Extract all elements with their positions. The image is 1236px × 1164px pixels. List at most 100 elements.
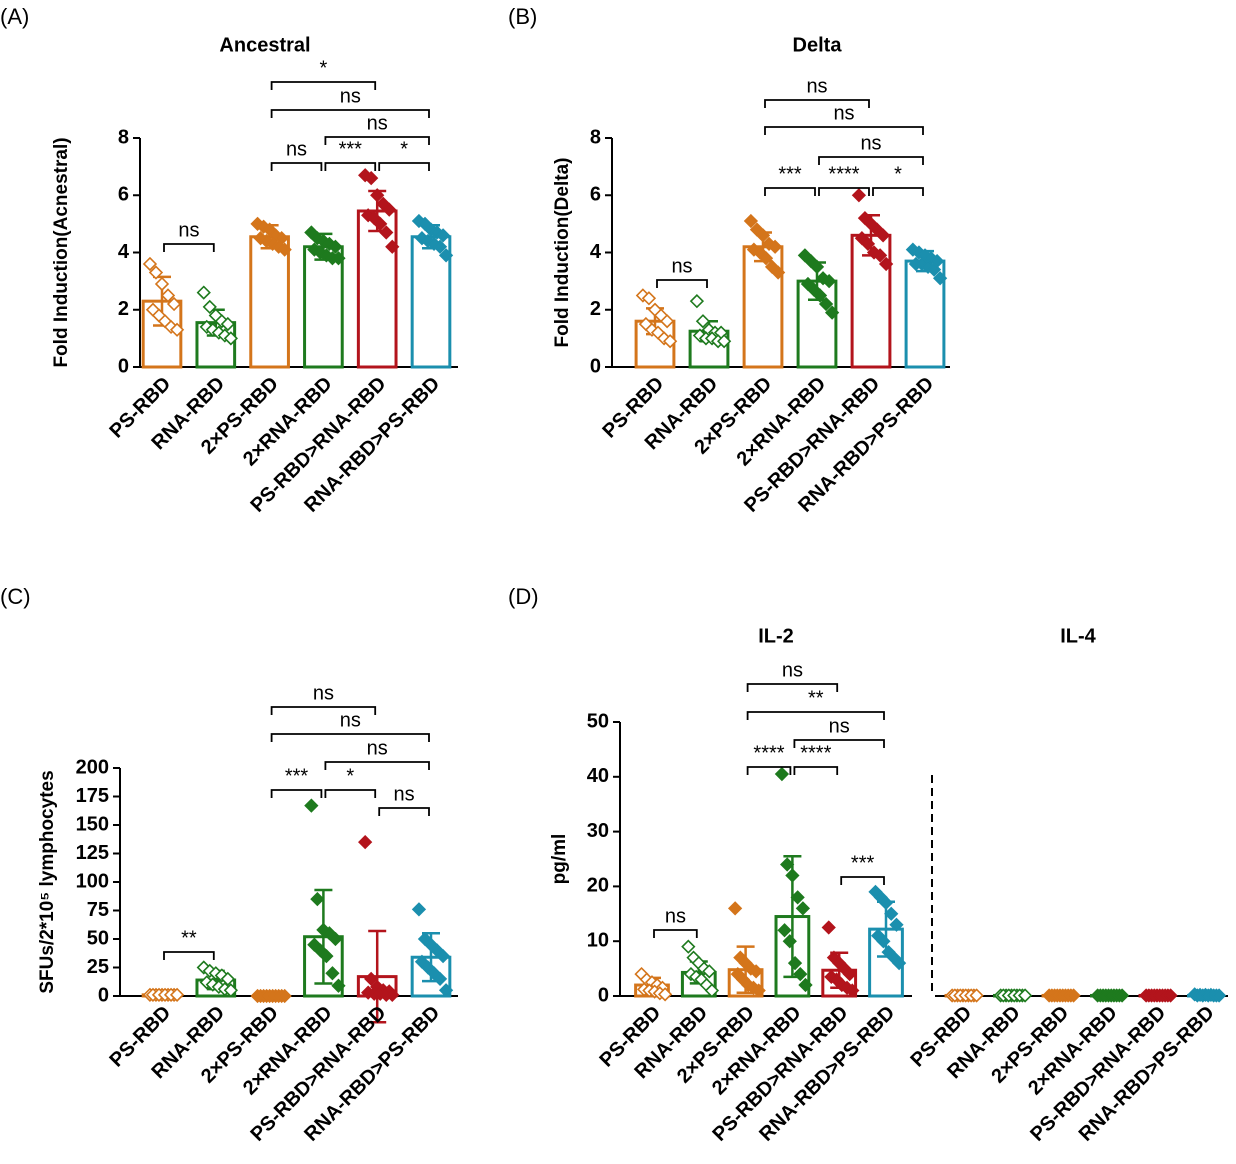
data-point [821,920,836,935]
data-point [821,273,837,289]
data-point [142,256,158,272]
data-point [202,299,217,315]
data-point [790,890,805,905]
data-point [196,285,211,300]
y-tick-label: 50 [87,927,109,949]
significance-bracket [656,279,708,288]
data-point [438,248,454,263]
y-tick-label: 200 [76,756,109,778]
significance-label: * [346,765,354,787]
panel-label: (C) [0,584,31,609]
significance-bracket [764,126,924,135]
significance-bracket [746,711,885,720]
data-point [379,225,394,240]
data-point [166,296,182,312]
significance-label: ** [808,687,824,709]
data-point [304,798,319,813]
y-tick-label: 6 [590,184,601,206]
panel-label: (A) [0,4,29,29]
significance-bracket [818,156,924,165]
significance-bracket [746,766,792,775]
data-point [780,857,795,872]
y-tick-label: 20 [587,875,609,897]
data-point [1114,988,1130,1003]
y-tick-label: 6 [118,184,129,206]
data-point [891,955,907,971]
data-point [370,188,385,203]
significance-bracket [270,81,377,90]
significance-label: ** [181,927,197,949]
significance-label: *** [778,163,802,185]
y-tick-label: 30 [587,820,609,842]
significance-label: ns [367,112,388,134]
significance-bracket [163,243,215,252]
data-point [169,322,185,337]
y-tick-label: 125 [76,842,109,864]
data-point [432,239,448,254]
significance-label: * [320,57,328,79]
data-point [767,239,783,254]
significance-bracket [872,187,924,196]
data-point [689,294,705,309]
data-point [751,983,766,998]
data-point [824,305,840,320]
data-point [662,334,678,349]
data-point [845,983,860,998]
data-point [319,948,334,964]
y-axis-label: SFUs/2*10⁵ lymphocytes [37,770,58,993]
data-point [1017,988,1033,1003]
data-point [795,901,811,916]
significance-label: ns [394,783,415,805]
data-point [223,331,238,346]
significance-bracket [324,789,377,798]
data-point [809,259,825,274]
y-tick-label: 150 [76,813,109,835]
data-point [382,202,397,217]
chart-title: IL-4 [1060,625,1096,647]
y-axis-label: Fold Induction(Acnestral) [51,137,72,367]
significance-label: *** [339,138,363,160]
significance-label: * [400,138,408,160]
bar [249,235,290,369]
data-point [432,971,448,987]
data-point [812,288,828,303]
data-point [702,964,717,979]
significance-bracket [746,683,839,692]
data-point [364,170,379,186]
significance-bracket [793,766,839,775]
y-tick-label: 50 [587,710,609,732]
y-tick-label: 175 [76,785,109,807]
significance-label: ns [178,219,199,241]
significance-label: ns [860,132,881,154]
data-point [878,256,894,272]
significance-label: ns [671,255,692,277]
significance-bracket [270,789,323,798]
significance-label: ns [782,659,803,681]
significance-label: ns [829,715,850,737]
data-point [331,978,346,993]
data-point [818,296,834,312]
data-point [220,971,235,987]
y-tick-label: 4 [118,241,130,263]
significance-bracket [793,739,885,748]
data-point [435,948,451,964]
data-point [438,983,454,998]
data-point [659,314,675,329]
significance-bracket [378,162,430,171]
y-tick-label: 100 [76,870,109,892]
significance-bracket [270,733,430,742]
significance-bracket [653,929,698,938]
y-tick-label: 0 [98,984,109,1006]
data-point [932,271,948,286]
y-tick-label: 2 [590,298,601,320]
significance-label: **** [828,163,859,185]
y-tick-label: 0 [598,984,609,1006]
data-point [785,868,800,883]
significance-bracket [840,876,885,885]
bar [303,245,344,369]
significance-label: *** [285,765,309,787]
y-tick-label: 25 [87,956,109,978]
data-point [169,987,185,1002]
data-point [743,213,759,229]
significance-bracket [270,109,430,118]
